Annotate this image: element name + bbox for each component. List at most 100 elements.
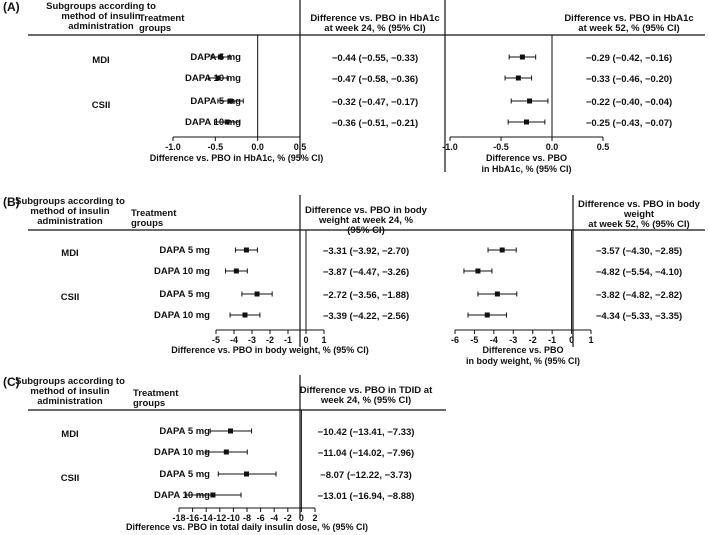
subgroup-label-mdi: MDI	[61, 248, 78, 259]
week52-estimate-text: −0.25 (−0.43, −0.07)	[586, 118, 672, 129]
week52-column-header: weight	[623, 209, 655, 220]
week24-x-axis-label: Difference vs. PBO in HbA1c, % (95% CI)	[150, 153, 324, 163]
subgroup-column-header: Subgroups according to	[15, 376, 125, 387]
week24-x-tick-label: -1.0	[165, 142, 181, 152]
subgroup-label-csii: CSII	[61, 473, 79, 484]
treatment-label: DAPA 5 mg	[159, 469, 210, 480]
week24-x-tick-label: -4	[230, 335, 238, 345]
week24-x-tick-label: -5	[212, 335, 220, 345]
week52-point-estimate	[499, 247, 505, 253]
week24-x-tick-label: -18	[172, 513, 185, 523]
week52-x-axis-label: in body weight, % (95% CI)	[466, 356, 580, 366]
week52-point-estimate	[494, 291, 500, 297]
panel-label: (C)	[3, 375, 20, 389]
week52-column-header: at week 52, % (95% CI)	[588, 219, 689, 230]
subgroup-label-mdi: MDI	[92, 55, 109, 66]
week24-estimate-text: −3.39 (−4.22, −2.56)	[323, 311, 409, 322]
week52-x-tick-label: -6	[451, 335, 459, 345]
week24-x-tick-label: -16	[186, 513, 199, 523]
subgroup-column-header: Subgroups according to	[15, 196, 125, 207]
week52-x-tick-label: 0.0	[546, 142, 559, 152]
week24-point-estimate	[228, 428, 234, 434]
treatment-label: DAPA 5 mg	[159, 289, 210, 300]
week52-estimate-text: −4.34 (−5.33, −3.35)	[596, 311, 682, 322]
week24-point-estimate	[254, 291, 260, 297]
week24-column-header: week 24, % (95% CI)	[320, 395, 411, 406]
subgroup-column-header: administration	[37, 216, 103, 227]
week24-x-tick-label: -3	[248, 335, 256, 345]
week52-x-axis-label: Difference vs. PBO	[482, 345, 563, 355]
week24-x-axis-label: Difference vs. PBO in body weight, % (95…	[171, 345, 369, 355]
subgroup-column-header: administration	[37, 396, 103, 407]
week24-point-estimate	[228, 98, 234, 104]
week52-column-header: at week 52, % (95% CI)	[578, 23, 679, 34]
treatment-column-header: groups	[131, 218, 163, 229]
week52-point-estimate	[519, 54, 525, 60]
week52-x-axis-label: Difference vs. PBO	[486, 153, 567, 163]
treatment-label: DAPA 5 mg	[190, 96, 241, 107]
week24-column-header: Difference vs. PBO in TDID at	[300, 385, 433, 396]
week52-point-estimate	[515, 75, 521, 81]
week24-x-tick-label: 0	[299, 513, 304, 523]
week24-x-tick-label: 2	[312, 513, 317, 523]
week52-point-estimate	[527, 98, 533, 104]
panel-label: (B)	[3, 195, 20, 209]
subgroup-label-mdi: MDI	[61, 429, 78, 440]
week24-column-header: at week 24, % (95% CI)	[324, 23, 425, 34]
week24-estimate-text: −0.47 (−0.58, −0.36)	[332, 74, 418, 85]
week24-x-tick-label: -4	[270, 513, 278, 523]
week24-x-tick-label: 1	[321, 335, 326, 345]
week24-x-tick-label: 0	[303, 335, 308, 345]
treatment-column-header: Treatment	[139, 13, 185, 24]
week52-x-tick-label: 0.5	[597, 142, 610, 152]
week24-point-estimate	[244, 471, 250, 477]
subgroup-label-csii: CSII	[61, 292, 79, 303]
week24-x-axis-label: Difference vs. PBO in total daily insuli…	[126, 522, 368, 532]
week24-x-tick-label: 0.0	[251, 142, 264, 152]
week52-estimate-text: −0.29 (−0.42, −0.16)	[586, 53, 672, 64]
week52-x-tick-label: 0	[569, 335, 574, 345]
week24-point-estimate	[210, 492, 216, 498]
week24-estimate-text: −0.44 (−0.55, −0.33)	[332, 53, 418, 64]
week52-point-estimate	[475, 268, 481, 274]
treatment-column-header: groups	[139, 23, 171, 34]
week24-x-tick-label: -0.5	[208, 142, 224, 152]
subgroup-column-header: method of insulin	[30, 386, 109, 397]
treatment-label: DAPA 10 mg	[154, 266, 210, 277]
week24-point-estimate	[242, 312, 248, 318]
week24-point-estimate	[223, 449, 229, 455]
week24-x-tick-label: -2	[266, 335, 274, 345]
week52-estimate-text: −4.82 (−5.54, −4.10)	[596, 267, 682, 278]
week24-estimate-text: −11.04 (−14.02, −7.96)	[318, 448, 414, 459]
week24-estimate-text: −2.72 (−3.56, −1.88)	[323, 290, 409, 301]
subgroup-column-header: method of insulin	[30, 206, 109, 217]
week24-estimate-text: −8.07 (−12.22, −3.73)	[320, 470, 412, 481]
week24-point-estimate	[233, 268, 239, 274]
week24-point-estimate	[215, 75, 221, 81]
week24-x-tick-label: -10	[227, 513, 240, 523]
week24-column-header: Difference vs. PBO in HbA1c	[310, 13, 439, 24]
treatment-label: DAPA 10 mg	[185, 117, 241, 128]
week24-estimate-text: −13.01 (−16.94, −8.88)	[318, 491, 415, 502]
week52-x-tick-label: -5	[470, 335, 478, 345]
week24-estimate-text: −10.42 (−13.41, −7.33)	[318, 427, 415, 438]
treatment-column-header: Treatment	[131, 208, 177, 219]
week24-x-tick-label: -12	[213, 513, 226, 523]
treatment-label: DAPA 10 mg	[154, 490, 210, 501]
week52-x-tick-label: -3	[509, 335, 517, 345]
subgroup-column-header: administration	[68, 21, 134, 32]
week24-x-tick-label: -1	[284, 335, 292, 345]
week52-estimate-text: −0.33 (−0.46, −0.20)	[586, 74, 672, 85]
treatment-column-header: groups	[133, 398, 165, 409]
subgroup-label-csii: CSII	[92, 100, 110, 111]
week24-estimate-text: −3.31 (−3.92, −2.70)	[323, 246, 409, 257]
week24-x-tick-label: -8	[243, 513, 251, 523]
week52-point-estimate	[524, 119, 529, 125]
week24-point-estimate	[224, 119, 230, 125]
subgroup-column-header: Subgroups according to	[46, 1, 156, 12]
panel-label: (A)	[3, 0, 20, 14]
week52-point-estimate	[484, 312, 490, 318]
week52-x-tick-label: -1.0	[442, 142, 458, 152]
week52-x-axis-label: in HbA1c, % (95% CI)	[481, 164, 571, 174]
